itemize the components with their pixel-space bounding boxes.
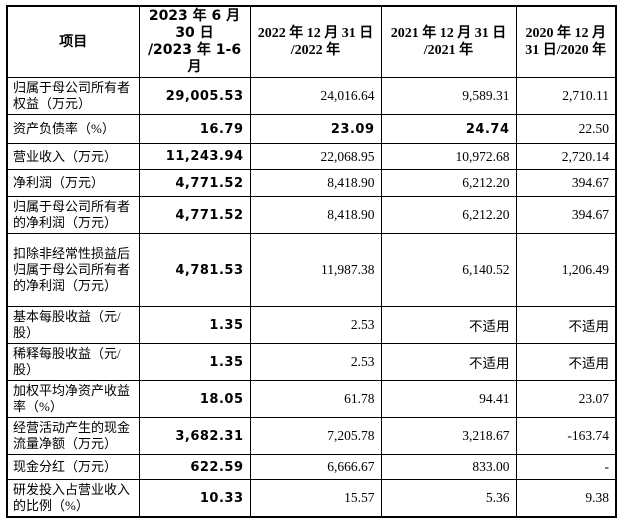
cell-2022: 11,987.38	[249, 233, 382, 307]
cell-2021: 不适用	[380, 343, 517, 381]
cell-2020: 1,206.49	[515, 233, 617, 307]
cell-2020: -	[515, 454, 617, 480]
cell-2020: -163.74	[515, 417, 617, 455]
header-line: /2021 年	[423, 43, 474, 58]
header-line: 2020 年 12 月	[525, 26, 607, 41]
column-header-2023: 2023 年 6 月 30 日 /2023 年 1-6 月	[138, 5, 251, 78]
column-header-2020: 2020 年 12 月 31 日/2020 年	[515, 5, 617, 78]
table-row-revenue: 营业收入（万元） 11,243.94 22,068.95 10,972.68 2…	[6, 143, 617, 170]
table-row-net-profit: 净利润（万元） 4,771.52 8,418.90 6,212.20 394.6…	[6, 169, 617, 197]
cell-2021: 94.41	[380, 380, 517, 418]
table-row-basic-eps: 基本每股收益（元/股） 1.35 2.53 不适用 不适用	[6, 306, 617, 344]
cell-2021: 24.74	[380, 114, 517, 144]
row-label: 营业收入（万元）	[6, 143, 140, 170]
cell-2021: 5.36	[380, 479, 517, 518]
row-label: 扣除非经常性损益后归属于母公司所有者的净利润（万元）	[6, 233, 140, 307]
cell-2023: 16.79	[138, 114, 251, 144]
cell-2020: 2,720.14	[515, 143, 617, 170]
row-label: 归属于母公司所有者的净利润（万元）	[6, 196, 140, 234]
cell-2023: 29,005.53	[138, 77, 251, 115]
cell-2023: 1.35	[138, 343, 251, 381]
cell-2023: 622.59	[138, 454, 251, 480]
cell-2020: 22.50	[515, 114, 617, 144]
row-label: 经营活动产生的现金流量净额（万元）	[6, 417, 140, 455]
cell-2021: 10,972.68	[380, 143, 517, 170]
row-label: 加权平均净资产收益率（%）	[6, 380, 140, 418]
row-label: 净利润（万元）	[6, 169, 140, 197]
table-row-rd-ratio: 研发投入占营业收入的比例（%） 10.33 15.57 5.36 9.38	[6, 479, 617, 518]
cell-2020: 23.07	[515, 380, 617, 418]
financial-summary-table: 项目 2023 年 6 月 30 日 /2023 年 1-6 月 2022 年 …	[6, 5, 617, 518]
table-row-equity: 归属于母公司所有者权益（万元） 29,005.53 24,016.64 9,58…	[6, 77, 617, 115]
document-page: { "page": { "background": "#ffffff", "bo…	[6, 5, 617, 518]
row-label: 稀释每股收益（元/股）	[6, 343, 140, 381]
cell-2023: 18.05	[138, 380, 251, 418]
cell-2020: 不适用	[515, 343, 617, 381]
cell-2023: 10.33	[138, 479, 251, 518]
cell-2021: 6,212.20	[380, 169, 517, 197]
cell-2023: 4,771.52	[138, 196, 251, 234]
row-label: 基本每股收益（元/股）	[6, 306, 140, 344]
row-label: 现金分红（万元）	[6, 454, 140, 480]
header-line: 2021 年 12 月 31 日	[390, 26, 507, 41]
table-row-debt-ratio: 资产负债率（%） 16.79 23.09 24.74 22.50	[6, 114, 617, 144]
table-row-parent-net-profit: 归属于母公司所有者的净利润（万元） 4,771.52 8,418.90 6,21…	[6, 196, 617, 234]
cell-2021: 不适用	[380, 306, 517, 344]
cell-2022: 8,418.90	[249, 169, 382, 197]
cell-2020: 2,710.11	[515, 77, 617, 115]
cell-2023: 1.35	[138, 306, 251, 344]
cell-2021: 833.00	[380, 454, 517, 480]
column-header-2022: 2022 年 12 月 31 日 /2022 年	[249, 5, 382, 78]
cell-2021: 3,218.67	[380, 417, 517, 455]
header-line: /2022 年	[290, 43, 341, 58]
cell-2020: 394.67	[515, 169, 617, 197]
cell-2022: 7,205.78	[249, 417, 382, 455]
cell-2022: 24,016.64	[249, 77, 382, 115]
cell-2022: 22,068.95	[249, 143, 382, 170]
table-row-operating-cash-flow: 经营活动产生的现金流量净额（万元） 3,682.31 7,205.78 3,21…	[6, 417, 617, 455]
header-line: 31 日/2020 年	[525, 43, 607, 58]
header-line: 2023 年 6 月 30 日	[148, 8, 241, 41]
cell-2023: 4,781.53	[138, 233, 251, 307]
cell-2022: 23.09	[249, 114, 382, 144]
table-row-cash-dividend: 现金分红（万元） 622.59 6,666.67 833.00 -	[6, 454, 617, 480]
column-header-item: 项目	[6, 5, 140, 78]
table-row-roe: 加权平均净资产收益率（%） 18.05 61.78 94.41 23.07	[6, 380, 617, 418]
cell-2021: 6,212.20	[380, 196, 517, 234]
cell-2023: 3,682.31	[138, 417, 251, 455]
table-row-deducted-net-profit: 扣除非经常性损益后归属于母公司所有者的净利润（万元） 4,781.53 11,9…	[6, 233, 617, 307]
cell-2022: 6,666.67	[249, 454, 382, 480]
cell-2021: 6,140.52	[380, 233, 517, 307]
financial-summary-table-container: 项目 2023 年 6 月 30 日 /2023 年 1-6 月 2022 年 …	[6, 5, 617, 518]
row-label: 资产负债率（%）	[6, 114, 140, 144]
row-label: 归属于母公司所有者权益（万元）	[6, 77, 140, 115]
header-line: /2023 年 1-6 月	[147, 42, 242, 75]
row-label: 研发投入占营业收入的比例（%）	[6, 479, 140, 518]
cell-2020: 不适用	[515, 306, 617, 344]
cell-2021: 9,589.31	[380, 77, 517, 115]
header-line: 2022 年 12 月 31 日	[257, 26, 374, 41]
cell-2022: 8,418.90	[249, 196, 382, 234]
cell-2022: 2.53	[249, 343, 382, 381]
cell-2023: 11,243.94	[138, 143, 251, 170]
cell-2022: 2.53	[249, 306, 382, 344]
cell-2020: 9.38	[515, 479, 617, 518]
cell-2023: 4,771.52	[138, 169, 251, 197]
table-row-diluted-eps: 稀释每股收益（元/股） 1.35 2.53 不适用 不适用	[6, 343, 617, 381]
cell-2022: 15.57	[249, 479, 382, 518]
header-row: 项目 2023 年 6 月 30 日 /2023 年 1-6 月 2022 年 …	[6, 5, 617, 78]
cell-2020: 394.67	[515, 196, 617, 234]
column-header-2021: 2021 年 12 月 31 日 /2021 年	[380, 5, 517, 78]
cell-2022: 61.78	[249, 380, 382, 418]
